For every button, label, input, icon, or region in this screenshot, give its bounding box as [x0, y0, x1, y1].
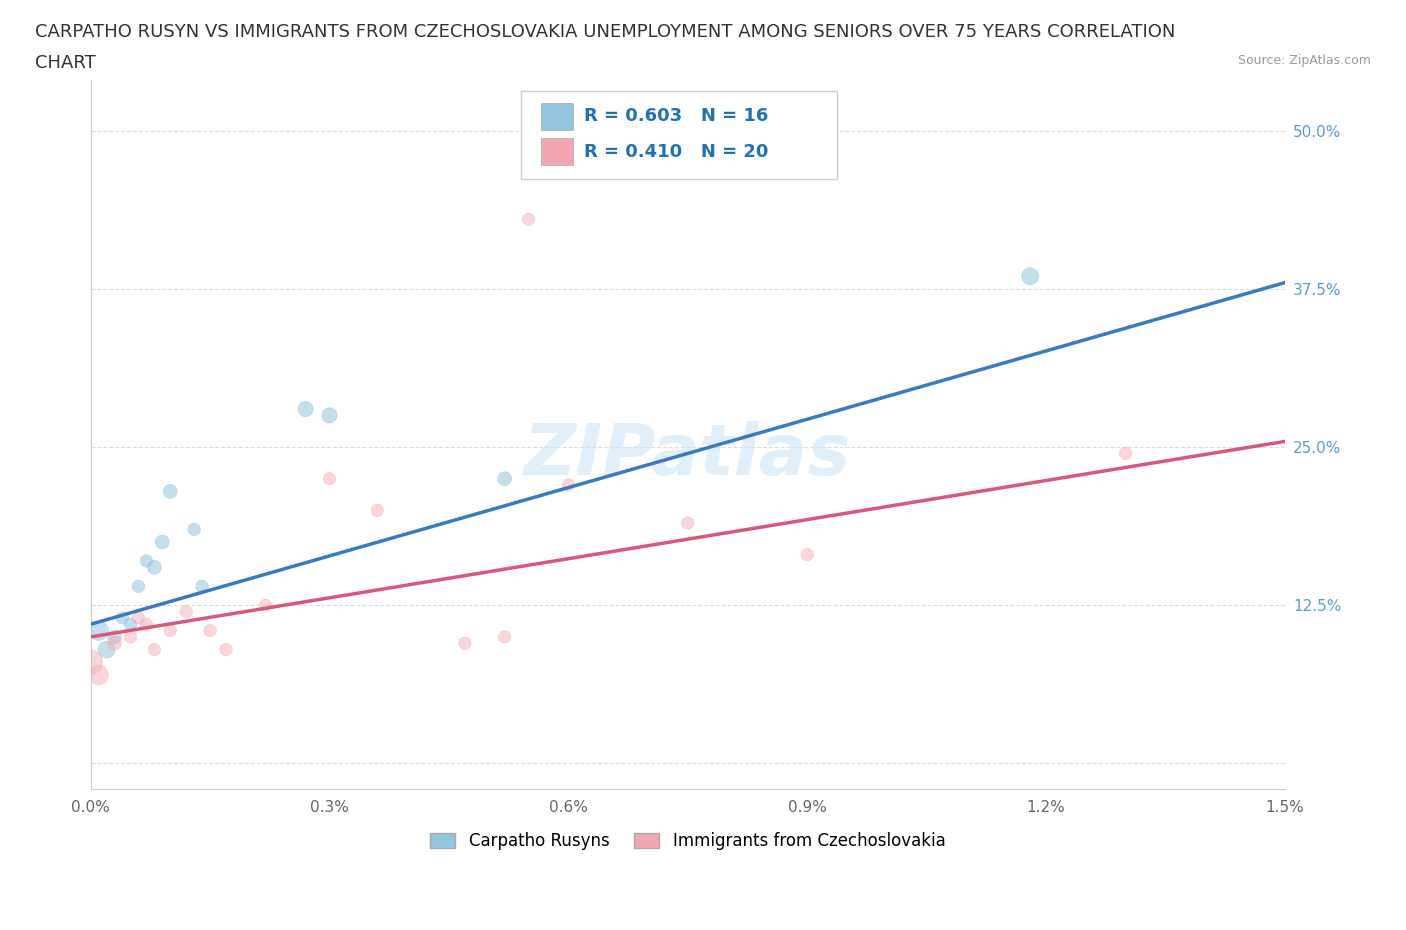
Point [676, 515, 699, 530]
Point [494, 630, 516, 644]
Text: CHART: CHART [35, 54, 96, 72]
Point [183, 522, 205, 537]
Text: Source: ZipAtlas.com: Source: ZipAtlas.com [1237, 54, 1371, 67]
Point [143, 560, 166, 575]
Point [143, 642, 166, 657]
Point [150, 535, 173, 550]
Point [120, 617, 142, 631]
Point [517, 212, 540, 227]
Text: ZIPatlas: ZIPatlas [524, 421, 852, 490]
Point [294, 402, 316, 417]
Point [159, 623, 181, 638]
Point [557, 478, 579, 493]
Point [174, 604, 197, 619]
Point [254, 598, 277, 613]
Legend: Carpatho Rusyns, Immigrants from Czechoslovakia: Carpatho Rusyns, Immigrants from Czechos… [422, 824, 953, 858]
Text: R = 0.410   N = 20: R = 0.410 N = 20 [583, 142, 768, 161]
Point [366, 503, 388, 518]
Point [111, 610, 134, 625]
Point [135, 553, 157, 568]
Point [318, 408, 340, 423]
Point [120, 630, 142, 644]
Point [318, 472, 340, 486]
Point [494, 472, 516, 486]
Point [127, 578, 149, 593]
Point [103, 636, 125, 651]
FancyBboxPatch shape [541, 103, 574, 129]
Text: CARPATHO RUSYN VS IMMIGRANTS FROM CZECHOSLOVAKIA UNEMPLOYMENT AMONG SENIORS OVER: CARPATHO RUSYN VS IMMIGRANTS FROM CZECHO… [35, 23, 1175, 41]
Point [87, 668, 110, 683]
Point [454, 636, 477, 651]
FancyBboxPatch shape [520, 91, 837, 179]
Text: R = 0.603   N = 16: R = 0.603 N = 16 [583, 107, 768, 126]
Point [191, 578, 214, 593]
Point [796, 547, 818, 562]
Point [103, 630, 125, 644]
Point [79, 655, 101, 670]
FancyBboxPatch shape [541, 139, 574, 166]
Point [96, 642, 118, 657]
Point [1019, 269, 1042, 284]
Point [1115, 446, 1137, 461]
Point [135, 617, 157, 631]
Point [215, 642, 238, 657]
Point [87, 623, 110, 638]
Point [198, 623, 221, 638]
Point [159, 484, 181, 498]
Point [127, 610, 149, 625]
